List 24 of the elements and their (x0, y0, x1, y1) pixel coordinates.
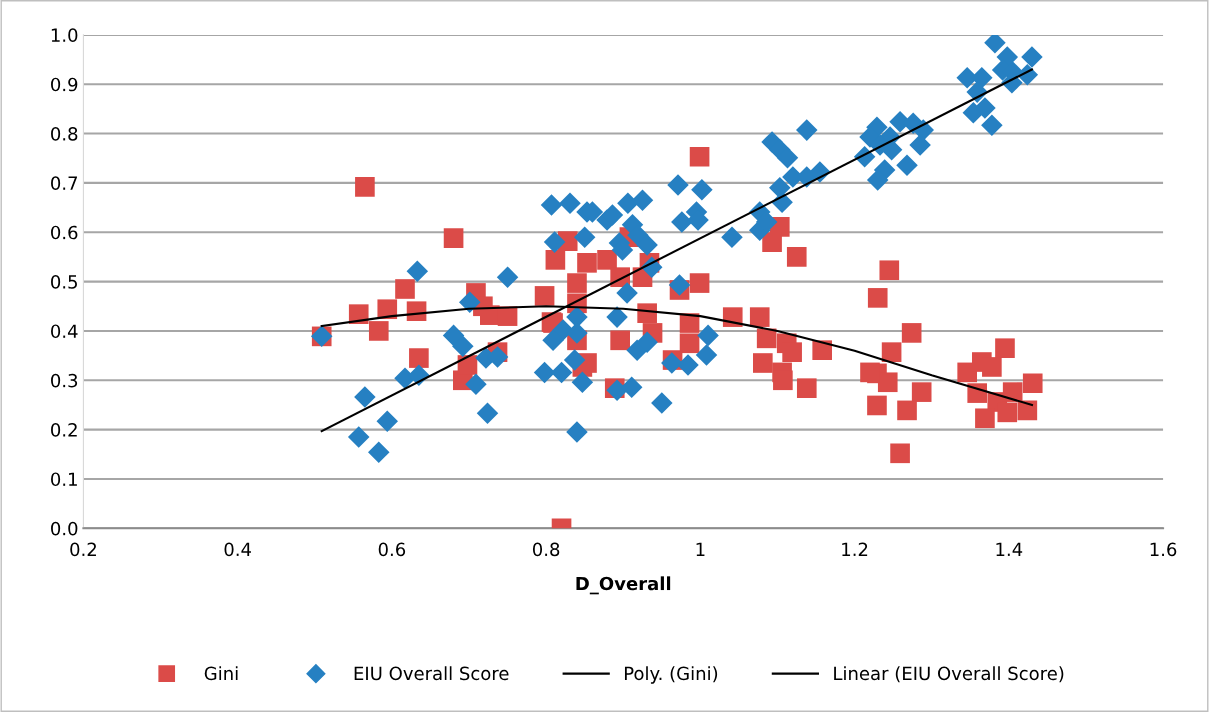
x-tick-label: 1 (696, 542, 705, 556)
legend-label: EIU Overall Score (354, 666, 509, 681)
y-tick-label: 1.0 (51, 28, 78, 42)
y-tick-label: 0.1 (51, 472, 77, 487)
y-tick-label: 0.5 (51, 275, 77, 289)
y-tick-label: 0.0 (51, 521, 78, 536)
y-tick-label: 0.8 (51, 127, 78, 141)
y-tick-label: 0.7 (51, 176, 78, 191)
x-tick-label: 1.4 (996, 542, 1023, 556)
y-tick-label: 0.4 (51, 324, 78, 339)
x-tick-label: 1.6 (1150, 542, 1177, 557)
x-tick-label: 0.8 (532, 542, 560, 557)
x-axis-title: D_Overall (576, 576, 671, 595)
x-tick-label: 1.2 (842, 542, 868, 556)
y-tick-label: 0.9 (51, 77, 78, 92)
legend-label: Linear (EIU Overall Score) (834, 666, 1064, 683)
x-tick-label: 0.2 (70, 542, 96, 557)
y-tick-label: 0.2 (51, 423, 77, 437)
y-tick-label: 0.6 (51, 225, 78, 240)
x-tick-label: 0.4 (224, 542, 251, 557)
x-tick-label: 0.6 (378, 542, 406, 557)
y-tick-label: 0.3 (51, 373, 78, 388)
legend-label: Gini (204, 666, 238, 681)
legend-label: Poly. (Gini) (624, 666, 718, 684)
